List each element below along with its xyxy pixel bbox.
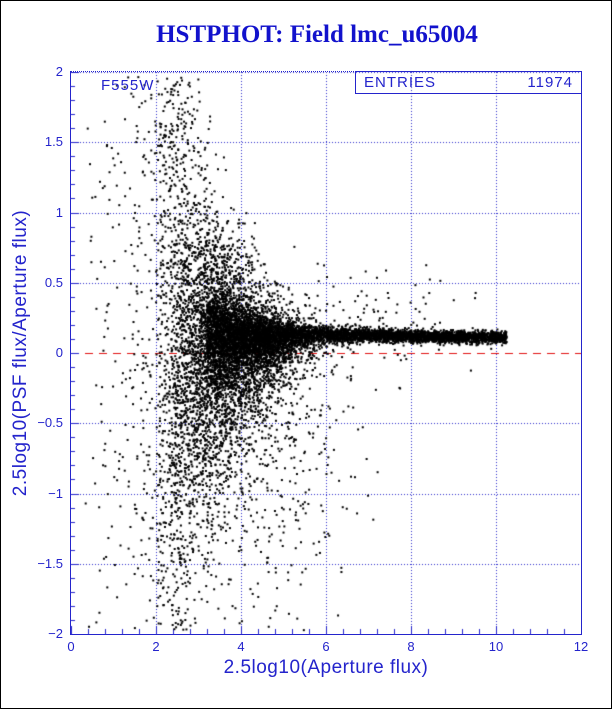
filter-label: F555W: [101, 77, 155, 94]
y-tick-label: 0: [55, 345, 63, 360]
x-tick-label: 0: [67, 639, 75, 654]
x-tick-label: 4: [237, 639, 245, 654]
x-tick-label: 12: [573, 639, 589, 654]
x-tick-label: 10: [488, 639, 504, 654]
plot-area: F555W ENTRIES 11974: [70, 71, 582, 635]
x-tick-label: 8: [407, 639, 415, 654]
x-axis-title: 2.5log10(Aperture flux): [223, 657, 429, 678]
y-tick-label: −1.5: [37, 555, 63, 571]
y-tick-label: 0.5: [44, 274, 63, 290]
entries-label: ENTRIES: [364, 74, 437, 91]
scatter-canvas: [71, 72, 581, 634]
y-tick-label: 2: [55, 64, 63, 79]
entries-legend-box: ENTRIES 11974: [355, 71, 582, 94]
y-tick-label: −1: [48, 485, 63, 501]
y-tick-label: 1.5: [44, 134, 63, 150]
x-tick-label: 6: [322, 639, 330, 654]
x-tick-label: 2: [152, 639, 160, 654]
y-tick-label: −2: [48, 626, 63, 641]
y-tick-label: −0.5: [37, 415, 63, 431]
y-tick-label: 1: [55, 204, 63, 220]
entries-value: 11974: [527, 74, 573, 91]
page-title: HSTPHOT: Field lmc_u65004: [156, 21, 478, 48]
